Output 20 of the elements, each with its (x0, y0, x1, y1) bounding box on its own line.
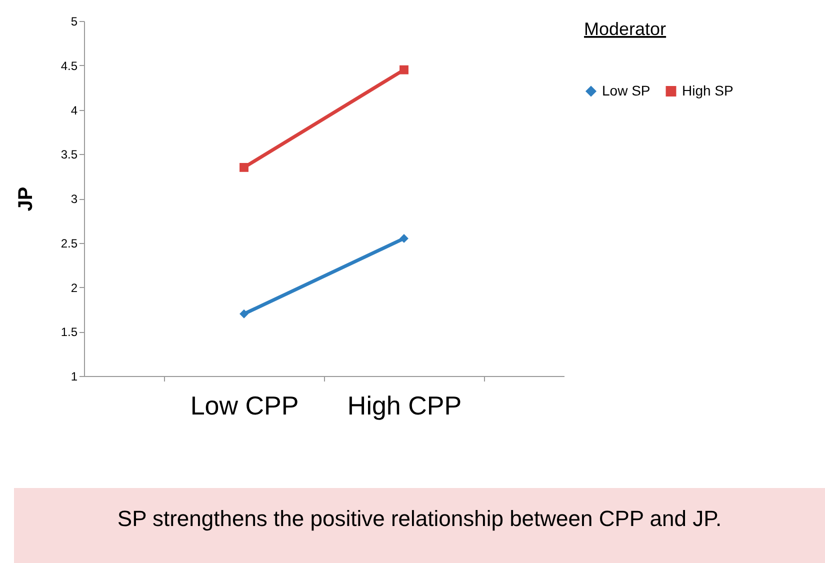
y-tick-label: 1.5 (60, 325, 78, 340)
y-tick-label: 5 (70, 14, 78, 28)
point (240, 162, 248, 172)
legend-label: Low SP (602, 82, 650, 98)
x-tick-label: Low CPP (190, 390, 299, 420)
y-tick-label: 3.5 (60, 148, 78, 162)
point (240, 309, 248, 318)
legend-label: High SP (682, 82, 734, 98)
point (400, 234, 408, 243)
y-axis-title: JP (14, 186, 37, 212)
y-tick-label: 1 (70, 370, 78, 384)
y-tick-label: 2 (70, 280, 78, 295)
point (400, 65, 408, 74)
y-tick-label: 4.5 (60, 58, 78, 73)
y-tick-label: 4 (70, 103, 78, 118)
x-tick-label: High CPP (347, 390, 462, 420)
y-tick-label: 3 (70, 192, 78, 206)
text: SP strengthens the positive relationship between CPP and JP. (14, 488, 825, 563)
y-tick-label: 2.5 (60, 236, 78, 250)
legend-title: Moderator (584, 19, 666, 39)
